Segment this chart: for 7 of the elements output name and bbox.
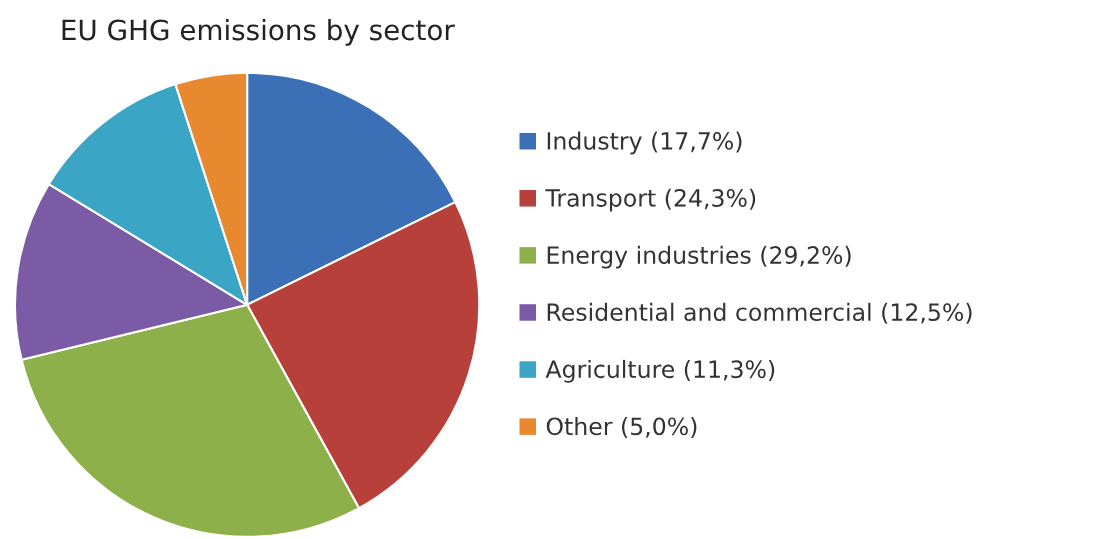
legend-label: Residential and commercial (12,5%)	[547, 302, 972, 324]
legend-label: Transport (24,3%)	[545, 188, 756, 212]
legend-label: Energy industries (29,2%)	[547, 245, 851, 269]
legend-label: Other (5,0%)	[546, 416, 697, 439]
chart-title: EU GHG emissions by sector	[62, 18, 455, 46]
legend-label: Industry (17,7%)	[547, 131, 742, 155]
legend-label: Agriculture (11,3%)	[545, 359, 775, 383]
